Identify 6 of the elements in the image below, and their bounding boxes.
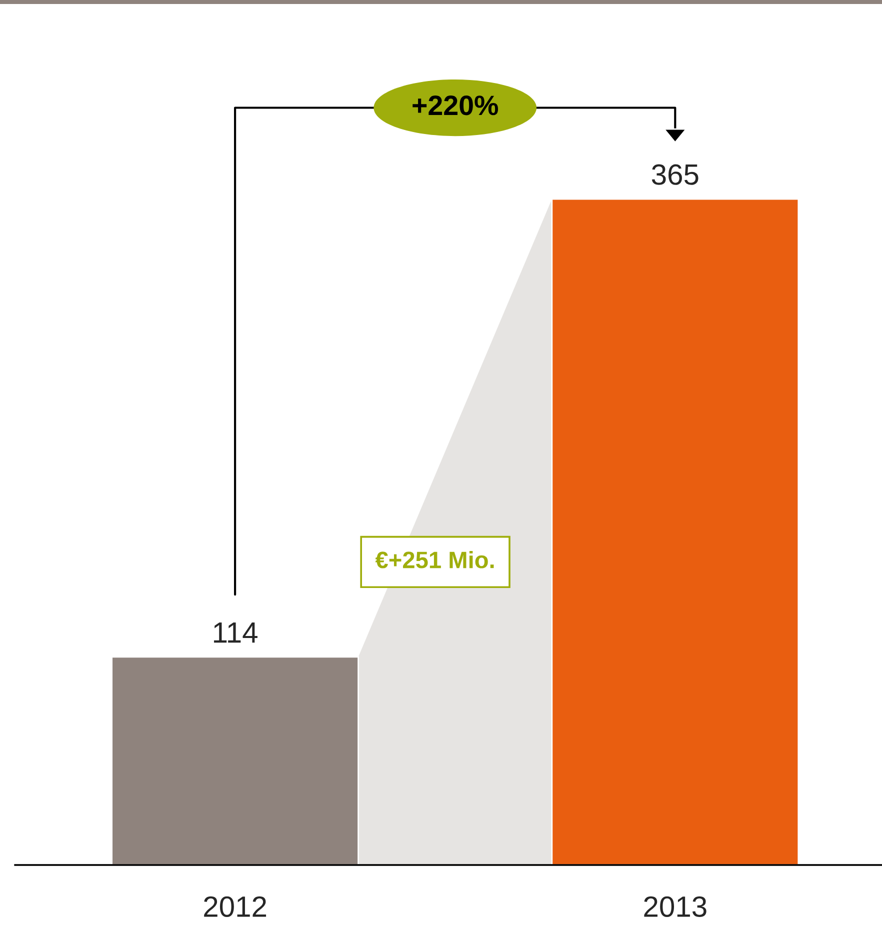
data-label: 365 <box>652 164 698 185</box>
data-label: 114 <box>214 622 258 643</box>
annotation: €+251 Mio. <box>375 550 494 568</box>
x-tick-label: 2013 <box>644 896 706 917</box>
x-tick-label: 2012 <box>204 896 266 917</box>
text: +220% <box>412 96 498 116</box>
